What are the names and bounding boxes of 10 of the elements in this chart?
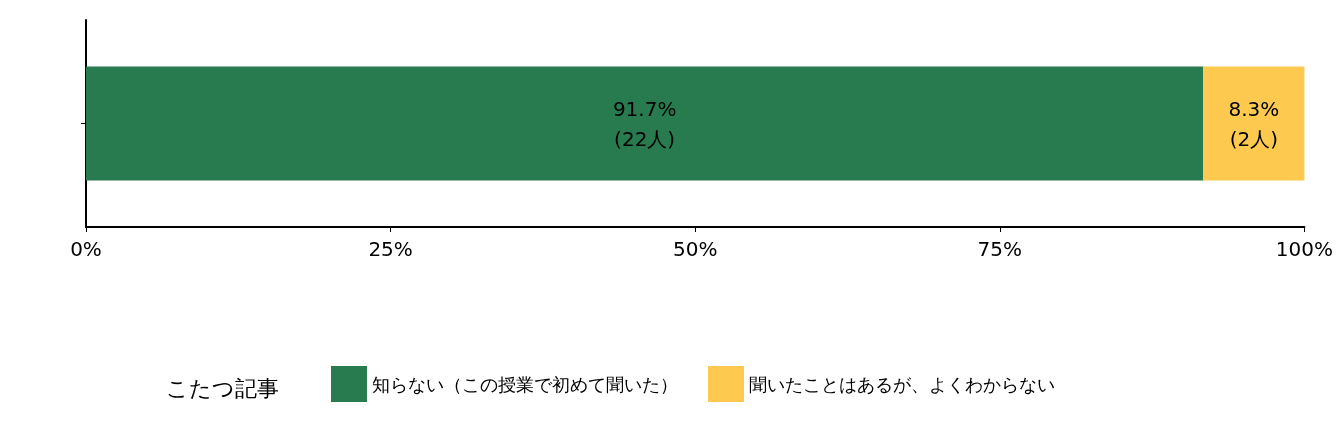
legend-label: 聞いたことはあるが、よくわからない: [749, 373, 1055, 395]
legend-label: 知らない（この授業で初めて聞いた）: [372, 373, 678, 395]
legend-title: こたつ記事: [166, 375, 279, 401]
x-tick-label: 100%: [1275, 237, 1333, 261]
x-tick-label: 75%: [977, 237, 1023, 261]
x-tick-label: 50%: [672, 237, 718, 261]
data-label: 91.7% (22人): [612, 96, 677, 151]
x-tick-label: 25%: [368, 237, 413, 261]
data-label: 8.3% (2人): [1228, 96, 1280, 151]
x-tick-label: 0%: [70, 237, 102, 261]
